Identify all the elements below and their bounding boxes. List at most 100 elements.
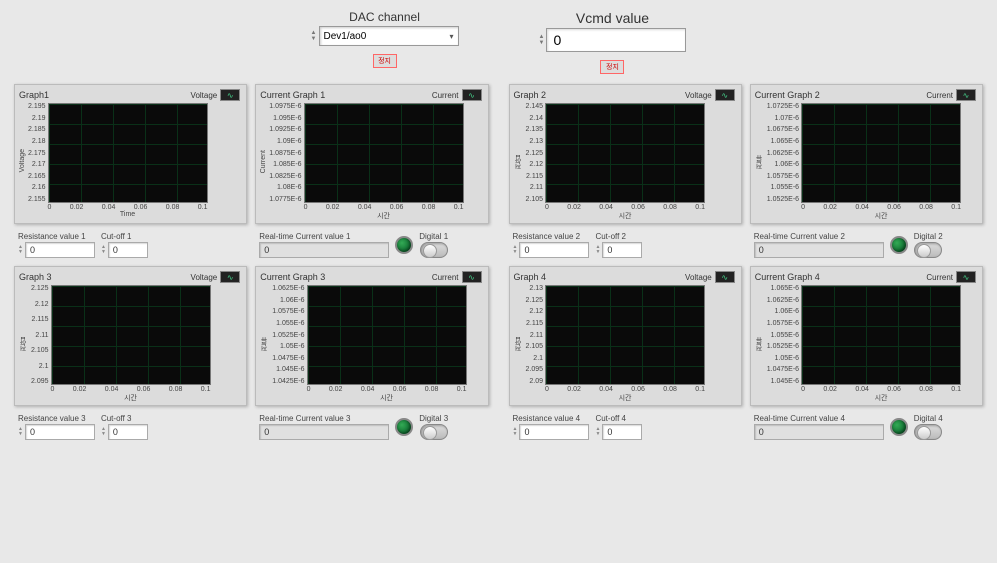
led-indicator <box>395 418 413 436</box>
waveform-icon: ∿ <box>715 89 735 101</box>
left-column: Graph1 Voltage ∿ Voltage 2.1952.192.1852… <box>14 84 489 442</box>
waveform-icon: ∿ <box>956 271 976 283</box>
resistance-spinner[interactable]: ▲▼ <box>513 427 518 437</box>
plot-area[interactable] <box>307 285 467 385</box>
y-axis-label: 전류 <box>755 155 765 169</box>
realtime-value: 0 <box>754 424 884 440</box>
voltage-3-panel: Graph 3 Voltage ∿ 전압 2.1252.122.1152.112… <box>14 266 247 406</box>
digital-label: Digital 3 <box>419 414 448 423</box>
y-axis-label: Voltage <box>19 149 26 172</box>
chart-title: Graph 3 <box>19 272 52 282</box>
current-2-panel: Current Graph 2 Current ∿ 전류 1.0725E-61.… <box>750 84 983 224</box>
cutoff-input[interactable]: 0 <box>602 242 642 258</box>
waveform-icon: ∿ <box>462 89 482 101</box>
led-indicator <box>890 418 908 436</box>
x-axis-label: 시간 <box>545 393 705 403</box>
digital-label: Digital 1 <box>419 232 448 241</box>
y-axis-ticks: 1.0725E-61.07E-61.0675E-61.065E-61.0625E… <box>767 103 801 203</box>
plot-area[interactable] <box>48 103 208 203</box>
x-axis-label: 시간 <box>304 211 464 221</box>
chart-title: Graph 2 <box>514 90 547 100</box>
y-axis-ticks: 1.0975E-61.095E-61.0925E-61.09E-61.0875E… <box>269 103 303 203</box>
resistance-spinner[interactable]: ▲▼ <box>18 245 23 255</box>
x-axis-ticks: 00.020.040.060.080.1 <box>51 385 211 393</box>
voltage-4-panel: Graph 4 Voltage ∿ 전압 2.132.1252.122.1152… <box>509 266 742 406</box>
dac-channel-dropdown[interactable]: Dev1/ao0 ▾ <box>319 26 459 46</box>
waveform-icon: ∿ <box>220 89 240 101</box>
x-axis-ticks: 00.020.040.060.080.1 <box>48 203 208 211</box>
chart-title: Current Graph 2 <box>755 90 820 100</box>
current-3-panel: Current Graph 3 Current ∿ 전류 1.0625E-61.… <box>255 266 488 406</box>
y-axis-ticks: 2.132.1252.122.1152.112.1052.12.0952.09 <box>526 285 546 385</box>
chart-legend[interactable]: Current ∿ <box>926 89 976 101</box>
y-axis-label: 전압 <box>514 155 524 169</box>
cutoff-spinner[interactable]: ▲▼ <box>101 245 106 255</box>
y-axis-ticks: 2.1252.122.1152.112.1052.12.095 <box>31 285 51 385</box>
resistance-label: Resistance value 3 <box>18 414 95 423</box>
realtime-label: Real-time Current value 1 <box>259 232 389 241</box>
controls-row: Resistance value 2 ▲▼ 0 Cut-off 2 ▲▼ 0 R… <box>509 230 984 260</box>
x-axis-ticks: 00.020.040.060.080.1 <box>545 385 705 393</box>
dac-channel-label: DAC channel <box>349 10 420 24</box>
chart-legend[interactable]: Voltage ∿ <box>685 271 735 283</box>
resistance-input[interactable]: 0 <box>519 242 589 258</box>
plot-area[interactable] <box>51 285 211 385</box>
chart-pair-1: Graph1 Voltage ∿ Voltage 2.1952.192.1852… <box>14 84 489 224</box>
cutoff-spinner[interactable]: ▲▼ <box>101 427 106 437</box>
realtime-label: Real-time Current value 2 <box>754 232 884 241</box>
y-axis-label: 전류 <box>260 337 270 351</box>
resistance-spinner[interactable]: ▲▼ <box>18 427 23 437</box>
x-axis-ticks: 00.020.040.060.080.1 <box>307 385 467 393</box>
cutoff-input[interactable]: 0 <box>108 242 148 258</box>
y-axis-ticks: 1.0625E-61.06E-61.0575E-61.055E-61.0525E… <box>272 285 306 385</box>
digital-toggle[interactable] <box>420 424 448 440</box>
chart-legend[interactable]: Current ∿ <box>926 271 976 283</box>
chart-title: Current Graph 1 <box>260 90 325 100</box>
plot-area[interactable] <box>801 103 961 203</box>
vcmd-value: 0 <box>553 32 561 48</box>
chart-pair-4: Graph 4 Voltage ∿ 전압 2.132.1252.122.1152… <box>509 266 984 406</box>
cutoff-input[interactable]: 0 <box>108 424 148 440</box>
y-axis-label: Current <box>260 150 267 173</box>
vcmd-spinner[interactable]: ▲▼ <box>539 34 545 46</box>
cutoff-label: Cut-off 4 <box>595 414 642 423</box>
chart-legend[interactable]: Current ∿ <box>432 89 482 101</box>
plot-area[interactable] <box>801 285 961 385</box>
x-axis-ticks: 00.020.040.060.080.1 <box>304 203 464 211</box>
waveform-icon: ∿ <box>220 271 240 283</box>
digital-toggle[interactable] <box>420 242 448 258</box>
dac-channel-value: Dev1/ao0 <box>324 31 367 42</box>
resistance-input[interactable]: 0 <box>519 424 589 440</box>
chart-legend[interactable]: Current ∿ <box>432 271 482 283</box>
cutoff-spinner[interactable]: ▲▼ <box>595 427 600 437</box>
plot-area[interactable] <box>545 285 705 385</box>
chart-legend[interactable]: Voltage ∿ <box>191 271 241 283</box>
dac-spinner[interactable]: ▲▼ <box>311 30 317 42</box>
chart-legend[interactable]: Voltage ∿ <box>685 89 735 101</box>
digital-toggle[interactable] <box>914 424 942 440</box>
realtime-label: Real-time Current value 3 <box>259 414 389 423</box>
chart-legend[interactable]: Voltage ∿ <box>191 89 241 101</box>
stop-button-2[interactable]: 정지 <box>600 60 624 74</box>
realtime-value: 0 <box>754 242 884 258</box>
vcmd-input[interactable]: 0 <box>546 28 686 52</box>
digital-toggle[interactable] <box>914 242 942 258</box>
cutoff-input[interactable]: 0 <box>602 424 642 440</box>
waveform-icon: ∿ <box>715 271 735 283</box>
chart-pair-3: Graph 3 Voltage ∿ 전압 2.1252.122.1152.112… <box>14 266 489 406</box>
chevron-down-icon: ▾ <box>449 32 453 41</box>
chart-title: Current Graph 3 <box>260 272 325 282</box>
current-1-panel: Current Graph 1 Current ∿ Current 1.0975… <box>255 84 488 224</box>
plot-area[interactable] <box>304 103 464 203</box>
cutoff-spinner[interactable]: ▲▼ <box>595 245 600 255</box>
resistance-input[interactable]: 0 <box>25 424 95 440</box>
resistance-label: Resistance value 1 <box>18 232 95 241</box>
chart-title: Graph 4 <box>514 272 547 282</box>
resistance-spinner[interactable]: ▲▼ <box>513 245 518 255</box>
dac-channel-group: DAC channel ▲▼ Dev1/ao0 ▾ 정지 <box>311 10 459 68</box>
waveform-icon: ∿ <box>956 89 976 101</box>
stop-button-1[interactable]: 정지 <box>373 54 397 68</box>
resistance-input[interactable]: 0 <box>25 242 95 258</box>
digital-label: Digital 4 <box>914 414 943 423</box>
plot-area[interactable] <box>545 103 705 203</box>
